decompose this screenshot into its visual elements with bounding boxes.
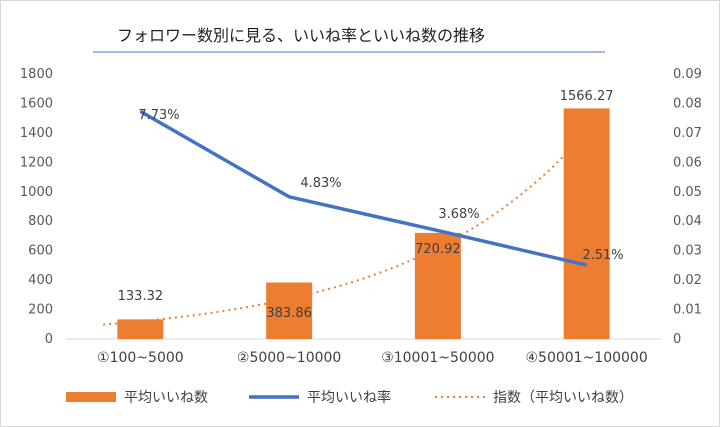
- y2-tick-label: 0.07: [673, 126, 702, 141]
- y2-tick-label: 0.08: [673, 96, 702, 111]
- y2-tick-label: 0.06: [673, 155, 702, 170]
- y-tick-label: 1000: [20, 185, 53, 200]
- y-tick-label: 1200: [20, 155, 53, 170]
- bar-data-label: 133.32: [118, 289, 164, 304]
- y-tick-label: 400: [28, 273, 53, 288]
- trendline-series: [103, 120, 597, 326]
- y2-tick-label: 0.03: [673, 244, 702, 259]
- line-point: [139, 110, 141, 112]
- line-data-label: 7.73%: [138, 108, 179, 123]
- bar-series: 133.32 383.86 720.92 1566.27: [117, 89, 614, 339]
- y2-tick-label: 0.01: [673, 303, 702, 318]
- chart-title: フォロワー数別に見る、いいね率といいね数の推移: [117, 26, 485, 45]
- category-label: ④50001~100000: [525, 350, 647, 366]
- line-point: [437, 230, 439, 232]
- legend-label-line: 平均いいね率: [307, 389, 391, 406]
- category-label: ②5000~10000: [237, 350, 341, 366]
- line-data-label: 4.83%: [300, 176, 341, 191]
- legend-swatch-bar: [66, 392, 116, 402]
- line-data-label: 3.68%: [438, 207, 479, 222]
- line-point: [586, 264, 588, 266]
- y-tick-label: 1800: [20, 67, 53, 82]
- category-label: ③10001~50000: [381, 350, 494, 366]
- bar-data-label: 720.92: [415, 242, 461, 257]
- line-point: [288, 196, 290, 198]
- line-data-label: 2.51%: [582, 248, 623, 263]
- y-tick-label: 1400: [20, 126, 53, 141]
- y-tick-label: 200: [28, 303, 53, 318]
- line-path: [139, 109, 587, 267]
- y-tick-label: 600: [28, 244, 53, 259]
- category-label: ①100~5000: [97, 350, 184, 366]
- line-series: 7.73% 4.83% 3.68% 2.51%: [138, 108, 624, 267]
- y-tick-label: 0: [45, 332, 53, 347]
- legend-label-trendline: 指数（平均いいね数）: [493, 390, 633, 406]
- bar-data-label: 383.86: [266, 306, 312, 321]
- y-tick-label: 800: [28, 214, 53, 229]
- legend: 平均いいね数 平均いいね率 指数（平均いいね数）: [66, 389, 633, 406]
- y2-tick-label: 0.09: [673, 67, 702, 82]
- y2-tick-label: 0.05: [673, 185, 702, 200]
- y-tick-label: 1600: [20, 96, 53, 111]
- left-y-axis: 0 200 400 600 800 1000 1200 1400 1600 1800: [20, 67, 53, 347]
- bar: [117, 319, 164, 339]
- y2-tick-label: 0: [673, 332, 681, 347]
- bar-data-label: 1566.27: [560, 89, 614, 104]
- bar: [414, 232, 461, 339]
- y2-tick-label: 0.04: [673, 214, 702, 229]
- y2-tick-label: 0.02: [673, 273, 702, 288]
- bar: [563, 108, 610, 339]
- legend-label-bar: 平均いいね数: [124, 390, 208, 406]
- right-y-axis: 0 0.01 0.02 0.03 0.04 0.05 0.06 0.07 0.08 0.09: [673, 67, 702, 347]
- bar: [266, 282, 313, 339]
- trendline: [103, 120, 597, 326]
- category-labels: ①100~5000 ②5000~10000 ③10001~50000 ④50001~1…: [97, 350, 648, 366]
